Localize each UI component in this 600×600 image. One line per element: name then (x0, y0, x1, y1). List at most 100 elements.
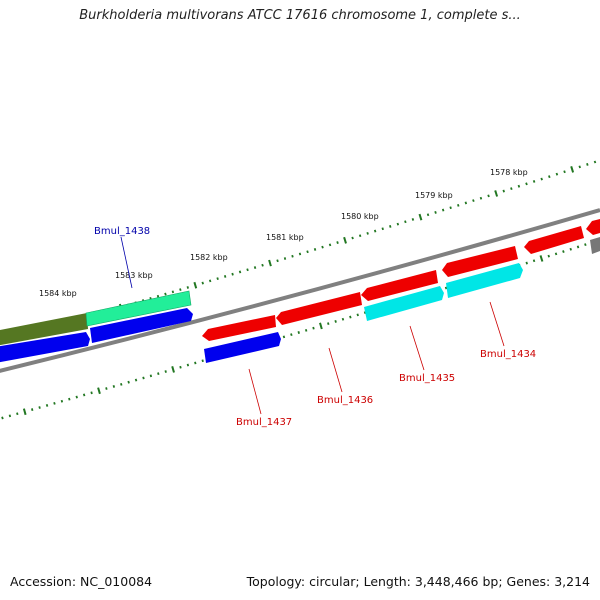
ruler-ticks (1, 160, 600, 420)
upper-ruler-tick-39 (283, 257, 287, 260)
forward-genes (0, 219, 600, 346)
leader-line-bmul-1434 (489, 301, 505, 347)
upper-ruler-tick-24 (171, 290, 175, 294)
upper-ruler-tick-45 (328, 243, 332, 247)
upper-ruler-tick-51 (373, 229, 377, 233)
upper-ruler-tick-71 (525, 182, 528, 186)
upper-ruler-tick-22 (156, 294, 160, 298)
gene-bmul-1435[interactable] (364, 286, 444, 321)
gene-label-bmul-1437[interactable]: Bmul_1437 (236, 417, 292, 428)
lower-ruler-tick-79 (576, 245, 580, 249)
upper-ruler-tick-40 (291, 254, 294, 258)
lower-ruler-tick-74 (539, 255, 544, 262)
upper-ruler-tick-32 (231, 272, 234, 276)
gene-red-right[interactable] (524, 226, 584, 254)
gene-bmul-1437-upper[interactable] (202, 315, 276, 341)
upper-ruler-tick-65 (479, 196, 483, 200)
ruler-label-1580: 1580 kbp (341, 212, 379, 221)
upper-ruler-tick-48 (351, 236, 354, 240)
upper-ruler-tick-72 (532, 180, 536, 183)
upper-ruler-tick-52 (381, 227, 384, 231)
lower-ruler-tick-26 (186, 363, 190, 367)
upper-ruler-tick-38 (276, 259, 279, 263)
gene-label-bmul-1436[interactable]: Bmul_1436 (317, 395, 373, 406)
upper-ruler-tick-49 (358, 234, 362, 238)
ruler-label-1582: 1582 kbp (190, 253, 228, 262)
gene-label-bmul-1435[interactable]: Bmul_1435 (399, 373, 455, 384)
upper-ruler-tick-76 (563, 170, 566, 174)
lower-ruler-tick-16 (112, 385, 116, 388)
upper-ruler-tick-79 (586, 163, 589, 166)
gene-bmul-1438[interactable] (85, 290, 192, 327)
lower-ruler-tick-7 (45, 404, 49, 407)
upper-ruler-tick-60 (441, 208, 445, 212)
upper-ruler-tick-55 (404, 220, 407, 224)
gene-blue-1438[interactable] (90, 308, 193, 343)
reverse-genes (0, 237, 600, 363)
gene-label-bmul-1438[interactable]: Bmul_1438 (94, 226, 150, 237)
upper-ruler-tick-33 (238, 270, 242, 274)
lower-ruler-tick-1 (1, 416, 4, 420)
lower-ruler-tick-10 (68, 397, 71, 401)
lower-ruler-tick-73 (532, 259, 536, 263)
upper-ruler-tick-58 (426, 213, 430, 217)
lower-ruler-tick-19 (134, 378, 138, 382)
ruler-label-1578: 1578 kbp (490, 168, 528, 177)
gene-olive[interactable] (0, 313, 88, 346)
upper-ruler-tick-68 (502, 189, 505, 193)
lower-ruler-tick-5 (31, 408, 34, 412)
lower-ruler-tick-18 (127, 380, 130, 384)
gene-bmul-1436[interactable] (276, 292, 362, 325)
chromosome-backbone (0, 208, 600, 373)
upper-ruler-tick-43 (313, 248, 317, 251)
upper-ruler-tick-80 (593, 160, 597, 164)
gene-label-group: Bmul_1438 Bmul_1437 Bmul_1436 Bmul_1435 … (94, 226, 536, 428)
upper-ruler-tick-70 (517, 184, 521, 188)
gene-bmul-1434[interactable] (442, 246, 518, 277)
gene-cyan-1434[interactable] (446, 263, 523, 298)
lower-ruler-tick-80 (584, 243, 587, 247)
upper-ruler-tick-62 (457, 203, 460, 207)
upper-ruler-tick-47 (343, 236, 347, 244)
upper-ruler-tick-37 (268, 259, 272, 267)
lower-ruler-tick-61 (444, 286, 448, 290)
ruler-labels: 1578 kbp 1579 kbp 1580 kbp 1581 kbp 1582… (39, 168, 528, 298)
gene-bmul-1437[interactable] (204, 332, 281, 363)
upper-ruler-tick-23 (164, 292, 167, 296)
lower-ruler-tick-43 (312, 326, 315, 330)
gene-red-edge[interactable] (586, 219, 600, 235)
upper-ruler-tick-41 (298, 252, 302, 256)
lower-ruler-tick-15 (105, 387, 108, 390)
upper-ruler-tick-77 (570, 166, 575, 173)
gene-blue-left[interactable] (0, 332, 90, 363)
upper-ruler-tick-67 (494, 190, 499, 197)
upper-ruler-tick-78 (578, 165, 581, 169)
lower-ruler-tick-22 (157, 372, 160, 376)
gene-bmul-1435-upper[interactable] (361, 270, 438, 301)
lower-ruler-tick-77 (562, 250, 565, 253)
lower-ruler-tick-20 (142, 376, 145, 380)
lower-ruler-tick-27 (194, 361, 197, 365)
lower-ruler-tick-3 (16, 412, 19, 416)
lower-ruler-tick-39 (282, 335, 286, 339)
lower-ruler-tick-13 (90, 391, 93, 395)
upper-ruler-tick-44 (321, 245, 324, 249)
upper-ruler-tick-25 (179, 288, 182, 292)
lower-ruler-tick-40 (290, 333, 293, 337)
lower-ruler-tick-47 (341, 317, 345, 321)
lower-ruler-tick-76 (554, 252, 558, 256)
lower-ruler-tick-12 (82, 393, 86, 397)
upper-ruler-tick-74 (548, 175, 551, 179)
lower-ruler-tick-44 (319, 322, 323, 330)
upper-ruler-tick-29 (208, 279, 212, 283)
lower-ruler-tick-17 (120, 382, 123, 386)
upper-ruler-tick-63 (464, 201, 468, 205)
leader-line-bmul-1435 (409, 325, 425, 371)
upper-ruler-tick-53 (389, 225, 392, 228)
lower-ruler-tick-72 (525, 261, 528, 265)
gene-gray-edge[interactable] (590, 237, 600, 254)
gene-label-bmul-1434[interactable]: Bmul_1434 (480, 349, 536, 360)
lower-ruler-tick-21 (149, 374, 153, 378)
lower-ruler-tick-6 (38, 406, 41, 409)
